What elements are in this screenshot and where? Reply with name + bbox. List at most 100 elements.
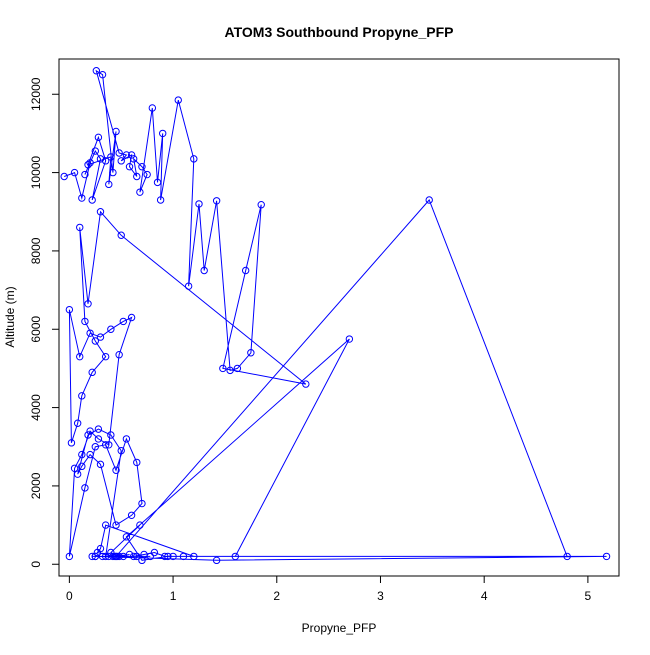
data-point bbox=[302, 380, 310, 388]
data-point bbox=[86, 329, 94, 337]
data-point bbox=[190, 552, 198, 561]
data-point bbox=[140, 550, 148, 559]
data-point bbox=[96, 208, 105, 216]
data-point bbox=[91, 552, 99, 561]
data-point bbox=[122, 533, 131, 541]
data-point bbox=[112, 127, 120, 136]
data-point bbox=[247, 349, 255, 357]
data-point bbox=[195, 200, 203, 208]
data-point bbox=[88, 552, 96, 561]
data-point bbox=[219, 364, 227, 373]
data-point bbox=[73, 419, 82, 427]
data-point bbox=[138, 163, 146, 171]
data-point bbox=[133, 172, 141, 181]
data-point bbox=[129, 552, 138, 561]
data-point bbox=[78, 462, 86, 471]
data-point bbox=[96, 333, 105, 341]
data-point bbox=[233, 364, 242, 373]
data-point bbox=[81, 170, 89, 179]
data-point bbox=[125, 163, 134, 171]
y-tick-label: 0 bbox=[29, 561, 43, 568]
data-point bbox=[257, 201, 265, 209]
data-point bbox=[345, 335, 354, 343]
data-point bbox=[112, 521, 120, 529]
data-point bbox=[241, 266, 250, 275]
x-tick-label: 2 bbox=[273, 589, 280, 603]
data-point bbox=[212, 556, 221, 565]
data-point bbox=[200, 266, 208, 275]
data-point bbox=[174, 96, 182, 104]
data-point bbox=[125, 550, 134, 559]
data-point bbox=[98, 552, 107, 561]
y-tick-label: 4000 bbox=[29, 394, 43, 421]
y-tick-label: 8000 bbox=[29, 237, 43, 264]
data-point bbox=[425, 196, 433, 204]
data-point bbox=[78, 194, 86, 202]
series-line bbox=[64, 69, 607, 561]
data-point bbox=[113, 552, 121, 561]
y-tick-label: 10000 bbox=[29, 156, 43, 190]
x-tick-label: 5 bbox=[585, 589, 592, 603]
data-point bbox=[148, 104, 157, 112]
data-point bbox=[94, 133, 103, 142]
data-point bbox=[133, 552, 141, 561]
data-point bbox=[92, 67, 101, 75]
data-point bbox=[107, 431, 115, 439]
data-point bbox=[231, 552, 239, 561]
data-point bbox=[60, 172, 68, 181]
data-point bbox=[91, 147, 99, 155]
data-point bbox=[67, 439, 76, 447]
data-point bbox=[602, 552, 611, 561]
y-tick-label: 12000 bbox=[29, 77, 43, 111]
data-point bbox=[129, 155, 138, 163]
data-point bbox=[96, 155, 105, 163]
data-point bbox=[117, 157, 125, 165]
data-point bbox=[84, 431, 92, 439]
data-point bbox=[91, 443, 99, 451]
x-tick-label: 3 bbox=[377, 589, 384, 603]
data-point bbox=[107, 548, 115, 557]
data-point bbox=[65, 305, 74, 314]
data-point bbox=[86, 450, 94, 459]
data-point bbox=[101, 521, 110, 529]
data-point bbox=[101, 352, 110, 361]
data-point bbox=[563, 552, 571, 561]
chart-title: ATOM3 Southbound Propyne_PFP bbox=[225, 24, 454, 40]
data-point bbox=[86, 159, 94, 167]
data-point bbox=[156, 196, 165, 204]
data-point bbox=[73, 470, 82, 478]
data-point bbox=[105, 441, 113, 449]
series-layer bbox=[60, 67, 611, 565]
data-point bbox=[161, 552, 169, 561]
y-tick-label: 6000 bbox=[29, 316, 43, 343]
x-tick-label: 4 bbox=[481, 589, 488, 603]
y-axis: 0 2000 4000 6000 8000 10000 12000 bbox=[29, 77, 60, 568]
data-point bbox=[81, 484, 89, 492]
data-point bbox=[76, 223, 84, 232]
data-point bbox=[76, 352, 84, 361]
data-point bbox=[212, 197, 221, 205]
data-point bbox=[117, 446, 125, 455]
data-point bbox=[88, 368, 96, 377]
data-point bbox=[101, 552, 110, 561]
data-point bbox=[84, 161, 92, 169]
data-point bbox=[136, 188, 144, 196]
data-point bbox=[93, 548, 102, 557]
data-point bbox=[136, 521, 144, 529]
plot-frame bbox=[58, 58, 620, 577]
x-axis-label: Propyne_PFP bbox=[302, 621, 377, 635]
data-point bbox=[86, 427, 94, 435]
data-point bbox=[127, 511, 136, 519]
data-point bbox=[107, 153, 115, 161]
data-point bbox=[70, 168, 79, 177]
data-point bbox=[159, 129, 167, 138]
data-point bbox=[119, 317, 127, 326]
data-point bbox=[127, 313, 136, 322]
data-point bbox=[81, 317, 89, 326]
data-point bbox=[70, 464, 79, 472]
data-point bbox=[184, 282, 193, 290]
y-tick-label: 2000 bbox=[29, 472, 43, 499]
data-point bbox=[117, 231, 125, 239]
